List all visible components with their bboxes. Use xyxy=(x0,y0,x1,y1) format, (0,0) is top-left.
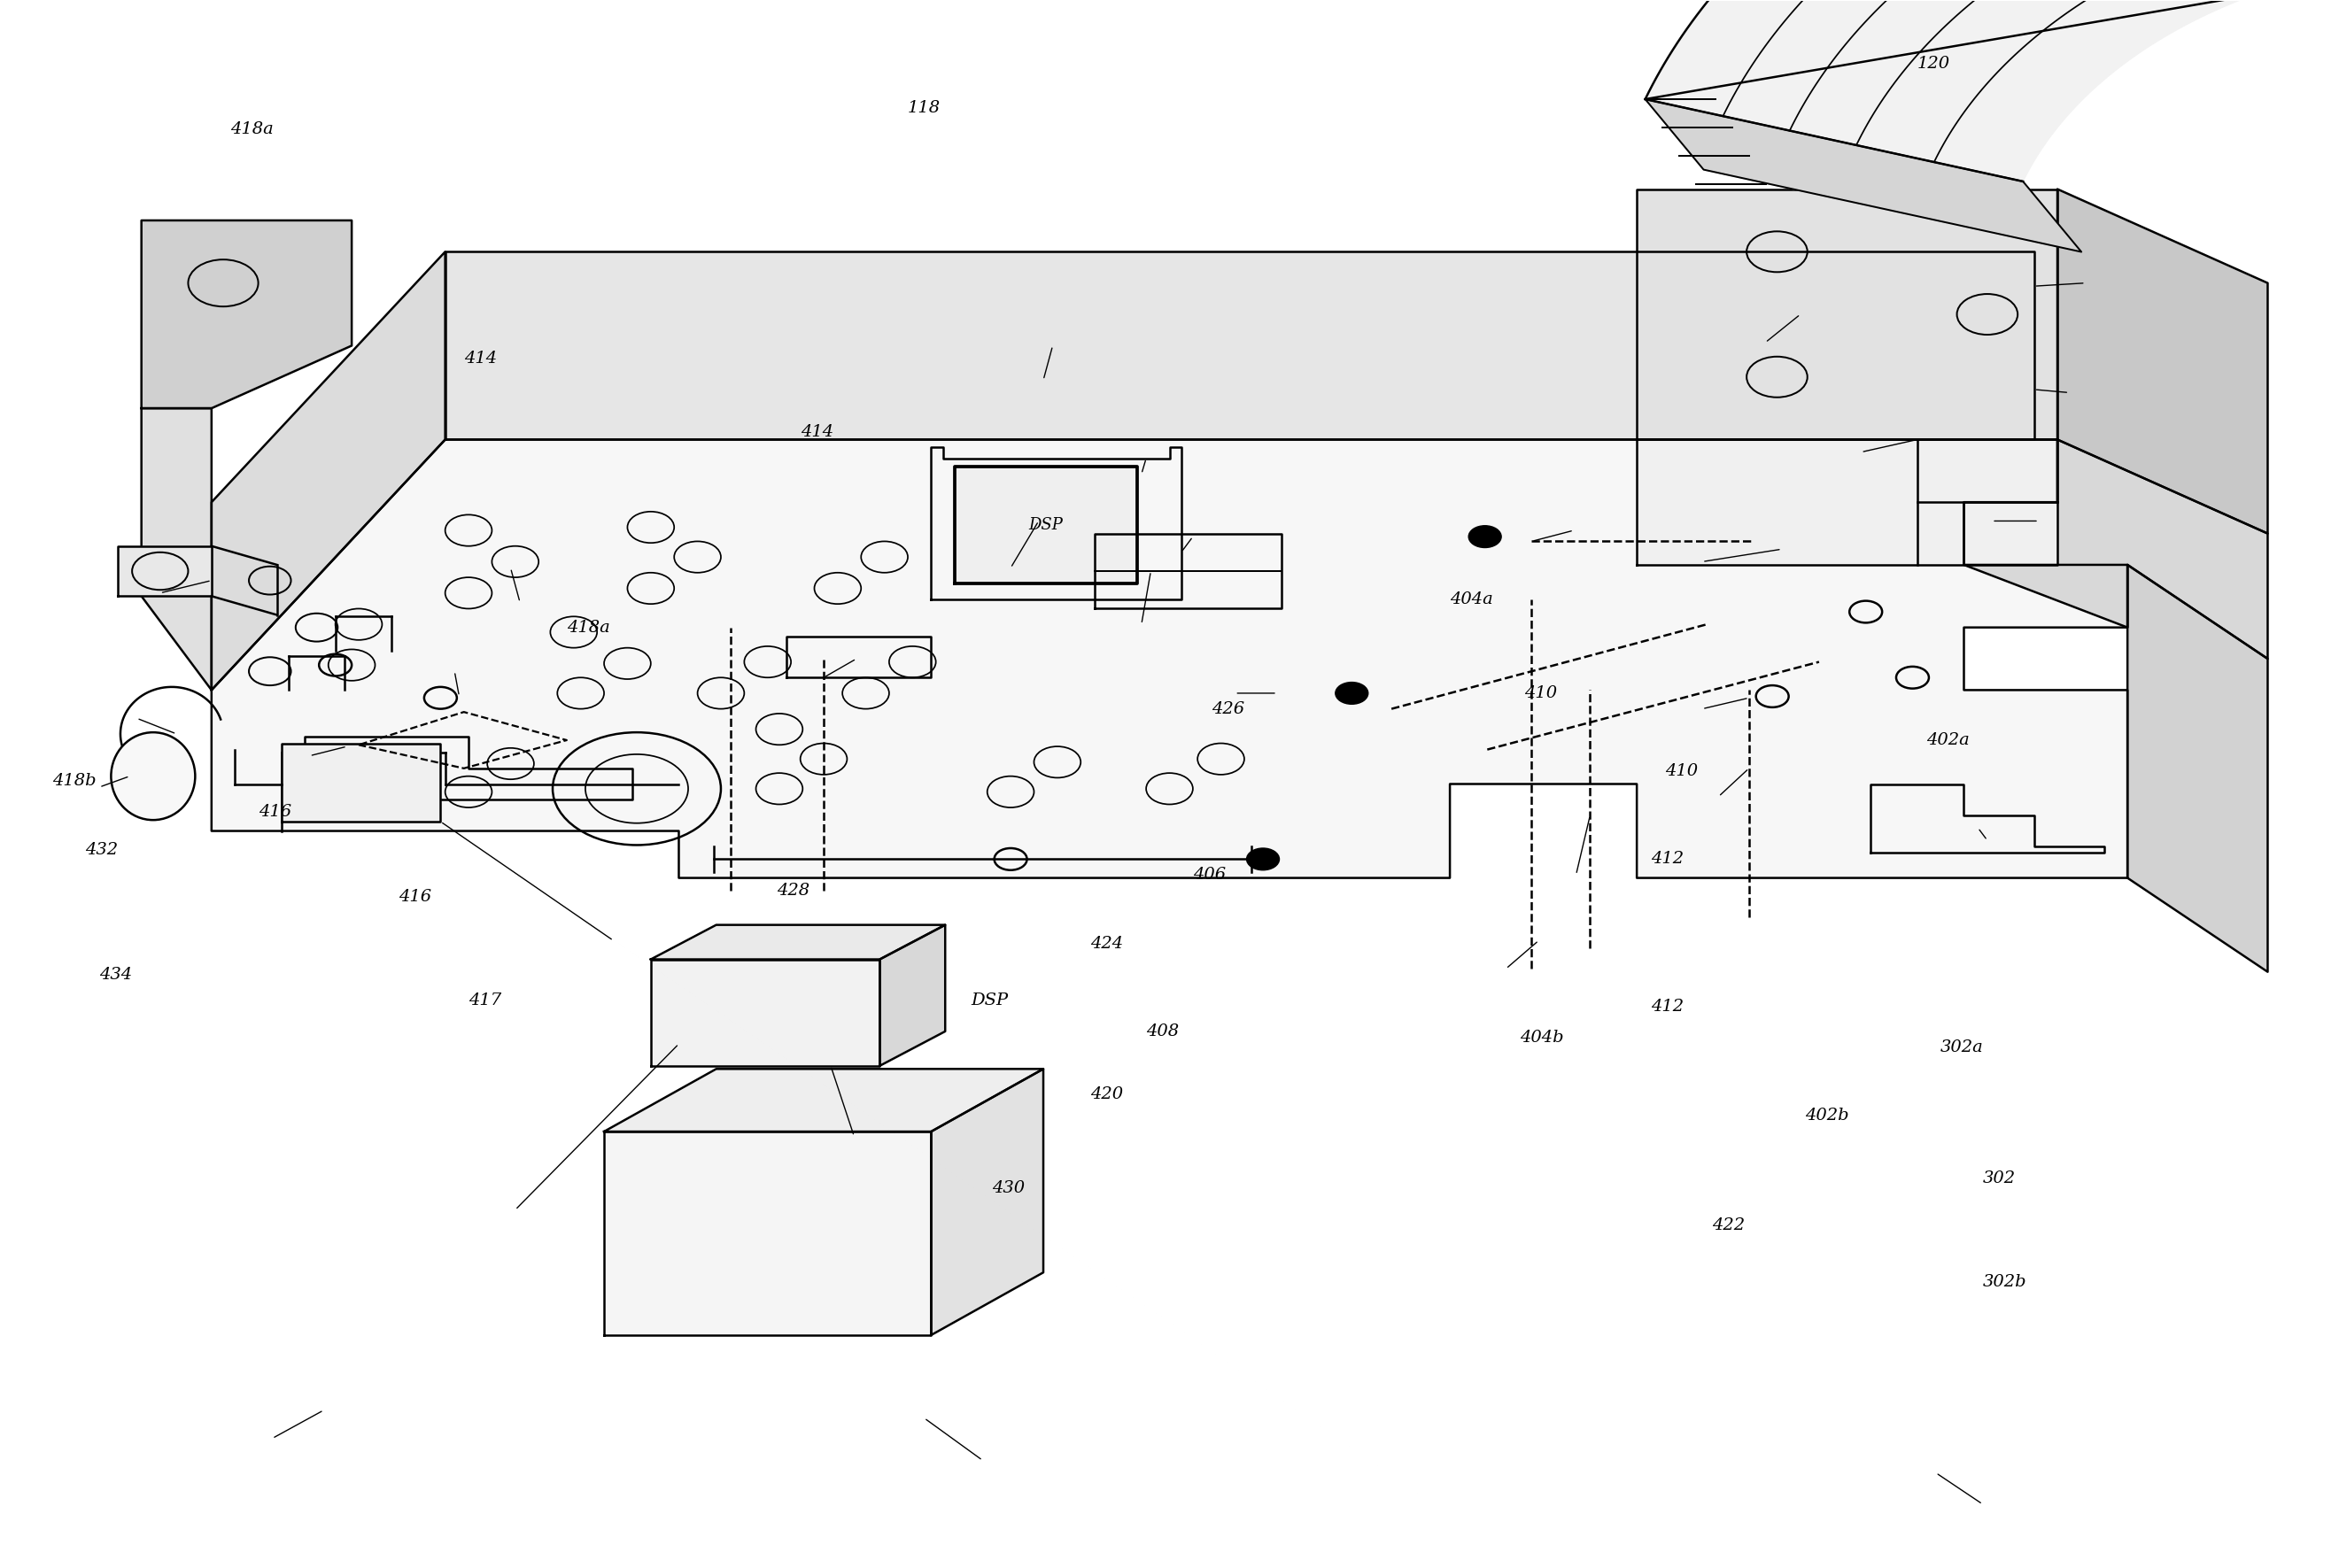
Text: 426: 426 xyxy=(1212,701,1244,717)
Polygon shape xyxy=(140,221,351,408)
Polygon shape xyxy=(1965,439,2269,659)
Text: 416: 416 xyxy=(257,804,290,820)
Polygon shape xyxy=(117,546,211,596)
Text: 418b: 418b xyxy=(54,773,96,789)
Circle shape xyxy=(1336,682,1368,704)
Polygon shape xyxy=(140,408,211,690)
Text: 416: 416 xyxy=(398,889,430,905)
Text: 404b: 404b xyxy=(1520,1030,1565,1046)
Polygon shape xyxy=(2058,190,2269,533)
Polygon shape xyxy=(954,466,1137,583)
Text: 420: 420 xyxy=(1090,1087,1123,1102)
Text: 406: 406 xyxy=(1193,867,1226,883)
Text: 432: 432 xyxy=(84,842,119,858)
Polygon shape xyxy=(650,960,879,1066)
Text: 434: 434 xyxy=(98,967,133,983)
Polygon shape xyxy=(1644,0,2339,182)
Polygon shape xyxy=(281,743,440,822)
Text: 410: 410 xyxy=(1525,685,1558,701)
Text: 417: 417 xyxy=(468,993,501,1008)
Text: 418a: 418a xyxy=(229,122,274,138)
Text: 410: 410 xyxy=(1665,764,1698,779)
Polygon shape xyxy=(931,1069,1043,1334)
Polygon shape xyxy=(1644,99,2082,252)
Polygon shape xyxy=(444,252,2035,439)
Text: 120: 120 xyxy=(1918,56,1951,72)
Text: 302: 302 xyxy=(1983,1171,2016,1187)
Text: 430: 430 xyxy=(992,1181,1024,1196)
Circle shape xyxy=(1469,525,1502,547)
Text: 404a: 404a xyxy=(1450,591,1492,607)
Polygon shape xyxy=(1637,190,2058,439)
Polygon shape xyxy=(2128,564,2269,972)
Ellipse shape xyxy=(110,732,194,820)
Polygon shape xyxy=(879,925,945,1066)
Text: 118: 118 xyxy=(908,100,940,116)
Text: 412: 412 xyxy=(1651,851,1684,867)
Text: 302b: 302b xyxy=(1983,1273,2026,1290)
Polygon shape xyxy=(650,925,945,960)
Text: DSP: DSP xyxy=(1029,517,1062,533)
Polygon shape xyxy=(211,252,444,690)
Text: 302a: 302a xyxy=(1941,1040,1983,1055)
Text: 422: 422 xyxy=(1712,1217,1745,1234)
Text: 424: 424 xyxy=(1090,936,1123,952)
Text: 418a: 418a xyxy=(566,619,610,635)
Text: DSP: DSP xyxy=(971,993,1008,1008)
Polygon shape xyxy=(211,439,2128,878)
Text: 414: 414 xyxy=(800,423,833,439)
Text: 402b: 402b xyxy=(1806,1109,1850,1124)
Text: 402a: 402a xyxy=(1927,732,1969,748)
Text: 408: 408 xyxy=(1146,1024,1179,1040)
Text: 414: 414 xyxy=(463,350,496,367)
Polygon shape xyxy=(1637,439,2058,564)
Text: 428: 428 xyxy=(777,883,809,898)
Circle shape xyxy=(1247,848,1279,870)
Polygon shape xyxy=(603,1132,931,1334)
Polygon shape xyxy=(603,1069,1043,1132)
Text: 412: 412 xyxy=(1651,999,1684,1014)
